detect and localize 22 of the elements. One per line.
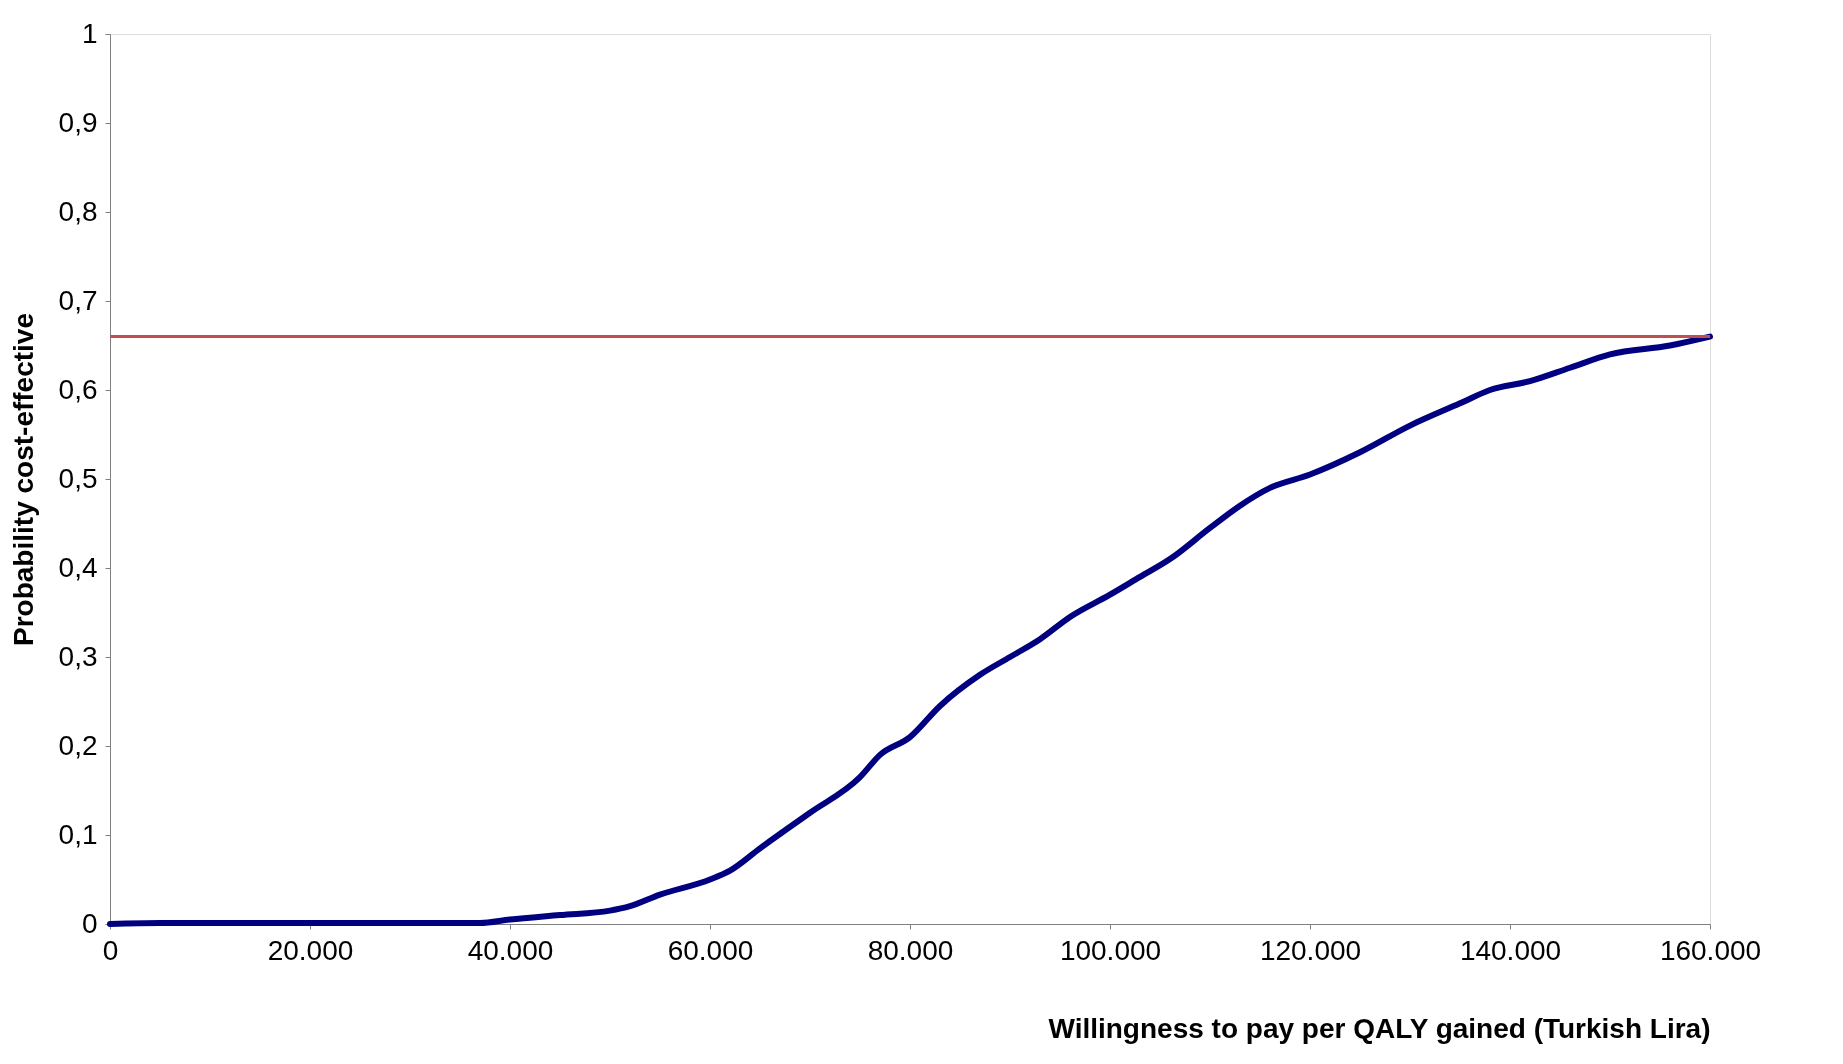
y-tick-label: 0,9 xyxy=(58,106,98,138)
y-tick-label: 0,8 xyxy=(58,195,98,227)
y-tick-label: 0,1 xyxy=(58,818,98,850)
x-tick-label: 60.000 xyxy=(667,934,754,966)
x-tick-label: 0 xyxy=(102,934,119,966)
y-axis-title: Probability cost-effective xyxy=(7,313,39,646)
x-tick-label: 160.000 xyxy=(1659,934,1762,966)
x-tick-label: 140.000 xyxy=(1459,934,1562,966)
x-tick-label: 80.000 xyxy=(867,934,954,966)
y-tick-label: 0,3 xyxy=(58,640,98,672)
x-tick-label: 100.000 xyxy=(1059,934,1162,966)
y-tick-label: 0,5 xyxy=(58,462,98,494)
y-tick-label: 0,4 xyxy=(58,551,98,583)
y-tick-label: 1 xyxy=(81,17,98,49)
x-tick-label: 40.000 xyxy=(467,934,554,966)
y-tick-label: 0 xyxy=(81,907,98,939)
y-tick-label: 0,7 xyxy=(58,284,98,316)
y-tick-label: 0,2 xyxy=(58,729,98,761)
x-tick-label: 120.000 xyxy=(1259,934,1362,966)
x-axis-title: Willingness to pay per QALY gained (Turkish Lira) xyxy=(1048,1012,1711,1044)
y-tick-label: 0,6 xyxy=(58,373,98,405)
x-tick-label: 20.000 xyxy=(267,934,354,966)
